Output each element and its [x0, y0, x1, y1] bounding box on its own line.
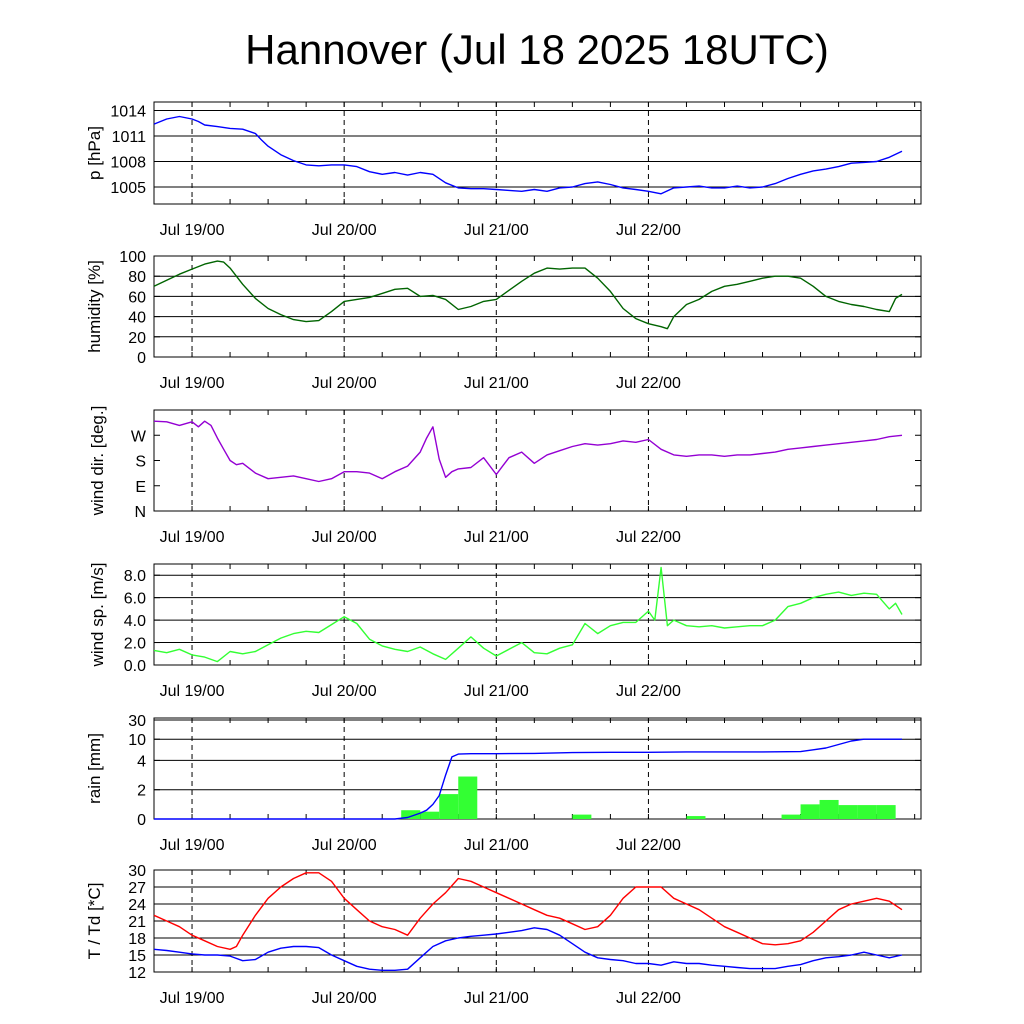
y-tick-label-rain-4: 30 [128, 713, 146, 730]
x-tick-label-wind_speed-3: Jul 22/00 [616, 683, 681, 700]
rain-bar-5 [686, 816, 706, 819]
y-tick-label-wind_dir-2: S [135, 454, 146, 471]
x-tick-label-wind_dir-2: Jul 21/00 [464, 529, 529, 546]
y-tick-label-humidity-3: 60 [128, 289, 146, 306]
x-tick-label-humidity-1: Jul 20/00 [312, 375, 377, 392]
x-tick-label-humidity-2: Jul 21/00 [464, 375, 529, 392]
y-tick-label-rain-3: 10 [128, 732, 146, 749]
rain-bar-9 [838, 805, 858, 819]
y-tick-label-temperature-3: 21 [128, 914, 146, 931]
y-tick-label-wind_speed-1: 2.0 [124, 636, 146, 653]
panels: 1005 1008 1011 1014 p [hPa] Jul 19/00 Jul 20/0… [85, 101, 922, 1007]
x-tick-label-humidity-0: Jul 19/00 [160, 375, 225, 392]
rain-bar-4 [572, 814, 592, 819]
y-tick-label-humidity-2: 40 [128, 310, 146, 327]
series-line-pressure-0 [153, 115, 903, 195]
y-tick-label-temperature-4: 24 [128, 897, 146, 914]
x-tick-label-wind_dir-3: Jul 22/00 [616, 529, 681, 546]
y-tick-label-rain-1: 2 [137, 783, 146, 800]
y-tick-label-temperature-0: 12 [128, 965, 146, 982]
y-tick-label-wind_speed-4: 8.0 [124, 568, 146, 585]
x-tick-label-pressure-2: Jul 21/00 [464, 222, 529, 239]
panel-frame-rain [153, 717, 922, 820]
chart-title: Hannover (Jul 18 2025 18UTC) [245, 26, 829, 73]
y-tick-label-wind_dir-3: W [131, 428, 147, 445]
rain-bar-11 [876, 805, 896, 819]
x-tick-label-wind_speed-1: Jul 20/00 [312, 683, 377, 700]
y-tick-label-wind_dir-0: N [134, 504, 146, 521]
y-tick-label-humidity-0: 0 [137, 350, 146, 367]
panel-frame-wind_speed [153, 563, 922, 666]
x-tick-label-temperature-3: Jul 22/00 [616, 990, 681, 1007]
y-axis-label-rain: rain [mm] [85, 733, 104, 804]
panel-rain: 0 2 4 10 30 rain [mm] Jul 19/00 Jul 20/00 Jul 21… [85, 713, 922, 854]
y-tick-label-wind_speed-2: 4.0 [124, 613, 146, 630]
x-tick-label-temperature-0: Jul 19/00 [160, 990, 225, 1007]
series-line-wind_dir-0 [153, 420, 903, 483]
x-tick-label-rain-2: Jul 21/00 [464, 837, 529, 854]
y-axis-label-wind_dir: wind dir. [deg.] [88, 406, 107, 517]
x-tick-label-humidity-3: Jul 22/00 [616, 375, 681, 392]
y-tick-label-pressure-1: 1008 [110, 155, 146, 172]
y-tick-label-rain-0: 0 [137, 812, 146, 829]
series-line-humidity-0 [153, 260, 903, 330]
rain-bar-10 [857, 805, 877, 819]
x-tick-label-wind_speed-0: Jul 19/00 [160, 683, 225, 700]
series-line-rain-0 [154, 738, 902, 820]
x-tick-label-temperature-1: Jul 20/00 [312, 990, 377, 1007]
x-tick-label-rain-3: Jul 22/00 [616, 837, 681, 854]
y-tick-label-rain-2: 4 [137, 753, 146, 770]
panel-frame-humidity [153, 255, 922, 358]
x-tick-label-pressure-1: Jul 20/00 [312, 222, 377, 239]
panel-frame-pressure [153, 101, 922, 205]
y-tick-label-wind_speed-0: 0.0 [124, 658, 146, 675]
y-tick-label-temperature-2: 18 [128, 931, 146, 948]
series-line-wind_speed-0 [153, 566, 903, 663]
y-axis-label-humidity: humidity [%] [85, 260, 104, 353]
series-line-temperature-1 [153, 927, 903, 971]
rain-bar-1 [420, 811, 440, 819]
rain-bar-0 [401, 810, 421, 819]
rain-bar-2 [439, 794, 459, 819]
y-tick-label-pressure-3: 1014 [110, 104, 146, 121]
y-tick-label-humidity-5: 100 [119, 249, 146, 266]
x-tick-label-temperature-2: Jul 21/00 [464, 990, 529, 1007]
x-tick-label-wind_speed-2: Jul 21/00 [464, 683, 529, 700]
rain-bar-8 [819, 799, 839, 819]
x-tick-label-pressure-0: Jul 19/00 [160, 222, 225, 239]
y-tick-label-temperature-1: 15 [128, 948, 146, 965]
y-axis-label-temperature: T / Td [*C] [85, 883, 104, 960]
rain-bar-3 [458, 776, 478, 819]
y-tick-label-wind_dir-1: E [135, 479, 146, 496]
y-tick-label-wind_speed-3: 6.0 [124, 591, 146, 608]
y-tick-label-temperature-5: 27 [128, 880, 146, 897]
y-tick-label-pressure-0: 1005 [110, 180, 146, 197]
x-tick-label-rain-0: Jul 19/00 [160, 837, 225, 854]
y-tick-label-humidity-4: 80 [128, 269, 146, 286]
x-tick-label-pressure-3: Jul 22/00 [616, 222, 681, 239]
rain-bar-7 [800, 804, 820, 819]
y-tick-label-pressure-2: 1011 [112, 129, 147, 146]
y-tick-label-temperature-6: 30 [128, 863, 146, 880]
rain-bar-6 [781, 814, 801, 819]
y-axis-label-pressure: p [hPa] [85, 126, 104, 180]
x-tick-label-rain-1: Jul 20/00 [312, 837, 377, 854]
x-tick-label-wind_dir-0: Jul 19/00 [160, 529, 225, 546]
panel-pressure: 1005 1008 1011 1014 p [hPa] Jul 19/00 Jul 20/0… [85, 101, 922, 239]
panel-humidity: 0 20 40 60 80 100 humidity [%] Jul 19/00 Jul 20/… [85, 249, 922, 392]
y-axis-label-wind_speed: wind sp. [m/s] [88, 563, 107, 668]
panel-wind_speed: 0.0 2.0 4.0 6.0 8.0 wind sp. [m/s] Jul 19/00 Ju… [88, 563, 922, 700]
x-tick-label-wind_dir-1: Jul 20/00 [312, 529, 377, 546]
y-tick-label-humidity-1: 20 [128, 330, 146, 347]
series-line-temperature-0 [153, 872, 903, 950]
